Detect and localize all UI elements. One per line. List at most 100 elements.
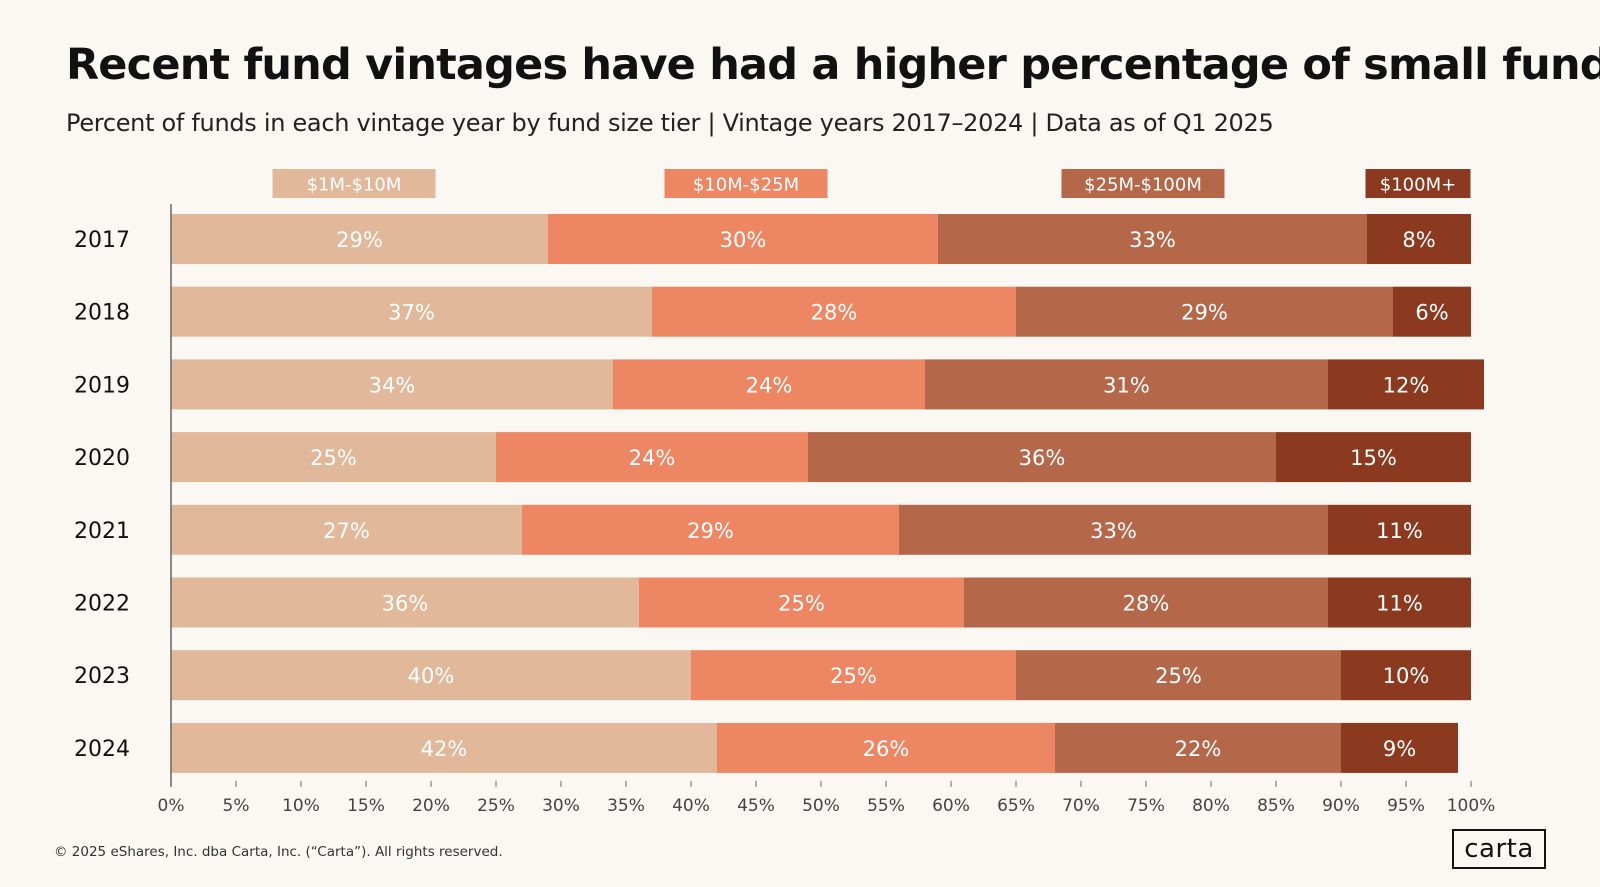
bar-2020-0 — [171, 432, 496, 483]
bar-2021-2 — [899, 504, 1328, 555]
bar-label-2017-0: 29% — [336, 228, 383, 252]
category-label-2017: 2017 — [74, 228, 130, 253]
bar-label-2017-2: 33% — [1129, 228, 1176, 252]
bar-label-2021-1: 29% — [687, 519, 734, 543]
bar-label-2023-2: 25% — [1155, 664, 1202, 688]
bar-2019-1 — [613, 359, 925, 410]
bar-label-2020-1: 24% — [629, 446, 676, 470]
bar-label-2019-3: 12% — [1383, 373, 1430, 397]
x-tick-label-70: 70% — [1062, 796, 1100, 816]
category-label-2021: 2021 — [74, 519, 130, 544]
bar-label-2018-1: 28% — [811, 301, 858, 325]
bar-label-2024-3: 9% — [1383, 737, 1416, 761]
legend-label-0: $1M-$10M — [307, 175, 402, 196]
chart-subtitle: Percent of funds in each vintage year by… — [66, 109, 1274, 137]
bar-label-2023-0: 40% — [408, 664, 455, 688]
bar-2020-3 — [1276, 432, 1471, 483]
legend-swatch-3 — [1365, 169, 1471, 198]
bar-label-2020-2: 36% — [1019, 446, 1066, 470]
bar-2018-3 — [1393, 286, 1471, 337]
bar-2022-0 — [171, 577, 639, 628]
bar-label-2019-2: 31% — [1103, 373, 1150, 397]
x-tick-label-80: 80% — [1192, 796, 1230, 816]
bar-2017-0 — [171, 214, 548, 264]
bar-2024-1 — [717, 722, 1055, 773]
bar-2024-3 — [1341, 722, 1458, 773]
legend-label-2: $25M-$100M — [1084, 175, 1202, 196]
legend-swatch-1 — [664, 169, 828, 198]
x-tick-label-20: 20% — [412, 796, 450, 816]
bar-2024-0 — [171, 722, 717, 773]
bar-label-2022-1: 25% — [778, 592, 825, 616]
chart-title: Recent fund vintages have had a higher p… — [66, 40, 1600, 90]
bar-2023-0 — [171, 650, 691, 701]
bar-2024-2 — [1055, 722, 1341, 773]
legend-swatch-2 — [1061, 169, 1225, 198]
x-tick-label-40: 40% — [672, 796, 710, 816]
bar-label-2024-1: 26% — [863, 737, 910, 761]
bar-2021-0 — [171, 504, 522, 555]
category-label-2019: 2019 — [74, 373, 130, 398]
bar-label-2021-3: 11% — [1376, 519, 1423, 543]
bar-2017-3 — [1367, 214, 1471, 264]
bar-2019-0 — [171, 359, 613, 410]
x-tick-label-55: 55% — [867, 796, 905, 816]
bar-label-2021-2: 33% — [1090, 519, 1137, 543]
x-tick-label-50: 50% — [802, 796, 840, 816]
x-tick-label-85: 85% — [1257, 796, 1295, 816]
bar-2021-1 — [522, 504, 899, 555]
bar-label-2018-2: 29% — [1181, 301, 1228, 325]
bar-label-2017-3: 8% — [1402, 228, 1435, 252]
bar-label-2018-0: 37% — [388, 301, 435, 325]
legend-label-1: $10M-$25M — [693, 175, 799, 196]
bar-label-2019-0: 34% — [369, 373, 416, 397]
legend-swatch-0 — [272, 169, 436, 198]
bar-2018-1 — [652, 286, 1016, 337]
copyright-footer: © 2025 eShares, Inc. dba Carta, Inc. (“C… — [54, 844, 503, 860]
x-tick-label-30: 30% — [542, 796, 580, 816]
bar-2017-1 — [548, 214, 938, 264]
bar-2019-2 — [925, 359, 1328, 410]
x-tick-label-0: 0% — [158, 796, 185, 816]
bar-label-2021-0: 27% — [323, 519, 370, 543]
x-tick-label-95: 95% — [1387, 796, 1425, 816]
bar-2022-1 — [639, 577, 964, 628]
bar-2020-2 — [808, 432, 1276, 483]
x-tick-label-25: 25% — [477, 796, 515, 816]
category-label-2024: 2024 — [74, 737, 130, 762]
bar-label-2023-1: 25% — [830, 664, 877, 688]
bar-2023-1 — [691, 650, 1016, 701]
bar-2019-3 — [1328, 359, 1484, 410]
bar-label-2018-3: 6% — [1415, 301, 1448, 325]
x-tick-label-60: 60% — [932, 796, 970, 816]
bar-2018-0 — [171, 286, 652, 337]
carta-logo: carta — [1452, 829, 1546, 869]
bar-2022-3 — [1328, 577, 1471, 628]
bar-2021-3 — [1328, 504, 1471, 555]
bar-label-2020-3: 15% — [1350, 446, 1397, 470]
bar-label-2022-2: 28% — [1123, 592, 1170, 616]
bar-2023-3 — [1341, 650, 1471, 701]
bar-label-2020-0: 25% — [310, 446, 357, 470]
legend-label-3: $100M+ — [1380, 175, 1456, 196]
bar-label-2017-1: 30% — [720, 228, 767, 252]
bar-label-2024-0: 42% — [421, 737, 468, 761]
category-label-2022: 2022 — [74, 592, 130, 617]
category-label-2018: 2018 — [74, 301, 130, 326]
x-tick-label-45: 45% — [737, 796, 775, 816]
x-tick-label-15: 15% — [347, 796, 385, 816]
x-tick-label-90: 90% — [1322, 796, 1360, 816]
bar-2022-2 — [964, 577, 1328, 628]
bar-2020-1 — [496, 432, 808, 483]
bar-2017-2 — [938, 214, 1367, 264]
x-tick-label-10: 10% — [282, 796, 320, 816]
bar-2023-2 — [1016, 650, 1341, 701]
x-tick-label-65: 65% — [997, 796, 1035, 816]
bar-label-2019-1: 24% — [746, 373, 793, 397]
x-tick-label-35: 35% — [607, 796, 645, 816]
category-label-2023: 2023 — [74, 664, 130, 689]
x-tick-label-75: 75% — [1127, 796, 1165, 816]
x-tick-label-5: 5% — [223, 796, 250, 816]
bar-2018-2 — [1016, 286, 1393, 337]
